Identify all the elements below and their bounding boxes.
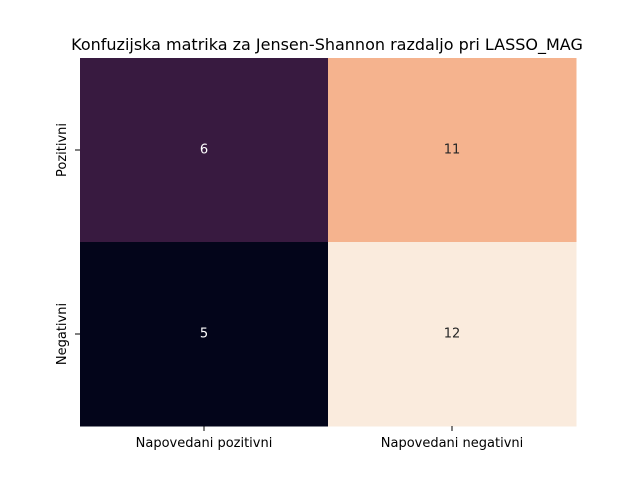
heatmap-cells xyxy=(80,58,577,427)
cell-value-label: 11 xyxy=(444,143,461,158)
cell-value-label: 6 xyxy=(200,143,208,158)
heatmap-cell xyxy=(328,242,577,427)
x-tick-label: Napovedani pozitivni xyxy=(136,436,273,451)
chart-title: Konfuzijska matrika za Jensen-Shannon ra… xyxy=(71,35,583,55)
heatmap-cell xyxy=(80,242,329,427)
x-tick-label: Napovedani negativni xyxy=(381,436,524,451)
y-axis-ticks: Pozitivni Negativni xyxy=(55,123,80,365)
y-tick-label: Pozitivni xyxy=(55,123,70,177)
y-tick-label: Negativni xyxy=(55,303,70,365)
cell-value-label: 12 xyxy=(444,327,461,342)
cell-value-label: 5 xyxy=(200,327,208,342)
cell-annotations: 6 11 5 12 xyxy=(200,143,460,342)
heatmap-cell xyxy=(80,58,329,243)
heatmap-cell xyxy=(328,58,577,243)
x-axis-ticks: Napovedani pozitivni Napovedani negativni xyxy=(136,426,524,451)
